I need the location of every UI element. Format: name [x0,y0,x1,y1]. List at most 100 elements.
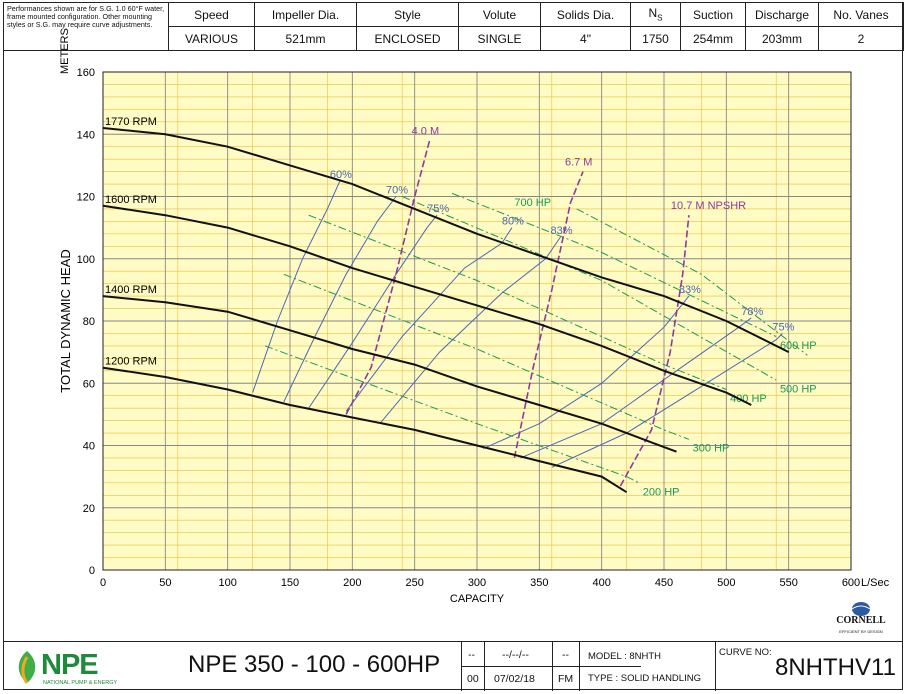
y-tick-label: 140 [77,129,95,141]
logo-subtitle: NATIONAL PUMP & ENERGY [43,680,118,686]
x-tick-label: 150 [281,577,299,589]
power-label: 300 HP [693,443,730,455]
efficiency-curve [252,180,341,393]
spec-header-style: Style [356,2,459,27]
spec-value-impeller: 521mm [254,26,357,51]
brand-name: CORNELL [836,615,886,626]
x-tick-label: 50 [159,577,171,589]
y-tick-label: 160 [77,67,95,79]
y-unit-label: METERS [59,28,71,74]
head-curve-label: 1770 RPM [105,116,157,128]
x-tick-label: 600 [842,577,860,589]
x-tick-label: 0 [100,577,106,589]
head-curve [102,366,628,494]
spec-table: Performances shown are for S.G. 1.0 60°F… [3,2,904,51]
spec-header-volute: Volute [458,2,541,27]
rev-no: 00 [467,673,479,685]
rev-date: 07/02/18 [494,673,535,685]
spec-header-ns: NS [630,2,681,27]
spec-header-discharge: Discharge [745,2,819,27]
efficiency-label: 83% [551,225,573,237]
curve-number-block [715,642,903,691]
power-line [283,273,690,440]
logo-text: NPE [41,649,99,681]
efficiency-label: 78% [741,306,763,318]
footer-bar: NPE NATIONAL PUMP & ENERGY NPE 350 - 100… [3,641,903,691]
npsh-label: 4.0 M [412,125,440,137]
model-name: MODEL : 8NHTH [588,651,662,662]
npsh-curve [513,171,584,459]
head-curve [102,127,790,353]
leaf-icon [18,651,36,684]
pump-type: TYPE : SOLID HANDLING [588,673,701,684]
cornell-logo: CORNELL EFFICIENT BY DESIGN [826,600,896,640]
spec-value-vanes: 2 [818,26,904,51]
x-tick-label: 350 [530,577,548,589]
revision-block: -- --/--/-- -- 00 07/02/18 FM [461,642,641,691]
head-curve [102,204,752,406]
spec-header-solids: Solids Dia. [540,2,631,27]
plot-border [102,71,852,571]
head-curve-label: 1200 RPM [105,356,157,368]
efficiency-curve [551,333,783,468]
rev-no-blank: -- [468,649,475,661]
x-axis-title: CAPACITY [450,593,505,605]
model-block: MODEL : 8NHTH TYPE : SOLID HANDLING [579,642,715,691]
spec-value-style: ENCLOSED [356,26,459,51]
y-tick-label: 20 [83,503,95,515]
efficiency-label: 80% [502,216,524,228]
x-tick-label: 200 [343,577,361,589]
y-tick-label: 40 [83,441,95,453]
power-label: 600 HP [780,340,817,352]
efficiency-curve [308,214,438,409]
y-tick-label: 0 [89,565,95,577]
y-tick-label: 60 [83,378,95,390]
y-tick-label: 80 [83,316,95,328]
npsh-curve [345,140,431,415]
y-tick-label: 100 [77,254,95,266]
efficiency-label: 75% [427,203,449,215]
y-tick-label: 120 [77,192,95,204]
power-line [308,214,727,390]
spec-value-discharge: 203mm [745,26,819,51]
brand-tagline: EFFICIENT BY DESIGN [839,629,883,634]
x-tick-label: 250 [405,577,423,589]
spec-value-volute: SINGLE [458,26,541,51]
efficiency-curve [345,227,513,412]
x-tick-label: 300 [468,577,486,589]
efficiency-label: 60% [330,169,352,181]
npe-logo: NPE NATIONAL PUMP & ENERGY [13,647,123,687]
npsh-label: 6.7 M [565,157,593,169]
spec-header-suction: Suction [680,2,746,27]
performance-note: Performances shown are for S.G. 1.0 60°F… [3,2,169,51]
power-label: 700 HP [514,197,551,209]
head-curve [102,295,677,453]
curve-number-label: CURVE NO: [719,647,772,658]
efficiency-curve [283,196,397,403]
head-curve-label: 1400 RPM [105,284,157,296]
y-axis-title: TOTAL DYNAMIC HEAD [58,249,73,393]
npsh-label: 10.7 M NPSHR [671,200,746,212]
x-tick-label: 400 [592,577,610,589]
x-tick-label: 500 [717,577,735,589]
power-line [451,192,777,338]
efficiency-label: 70% [386,185,408,197]
x-unit-label: L/Sec [861,577,890,589]
x-tick-label: 550 [779,577,797,589]
model-title: NPE 350 - 100 - 600HP [188,651,441,678]
rev-init-blank: -- [562,649,569,661]
cornell-globe-icon [851,602,871,616]
efficiency-curve [482,295,690,450]
efficiency-label: 75% [772,321,794,333]
rev-initials: FM [558,673,574,685]
x-tick-label: 450 [655,577,673,589]
power-label: 200 HP [643,486,680,498]
spec-header-speed: Speed [168,2,255,27]
efficiency-curve [379,236,561,425]
npsh-curve [619,215,690,487]
x-tick-label: 100 [218,577,236,589]
power-line [264,345,640,484]
curve-number: 8NHTHV11 [775,654,896,681]
efficiency-curve [520,317,752,459]
power-label: 400 HP [730,393,767,405]
